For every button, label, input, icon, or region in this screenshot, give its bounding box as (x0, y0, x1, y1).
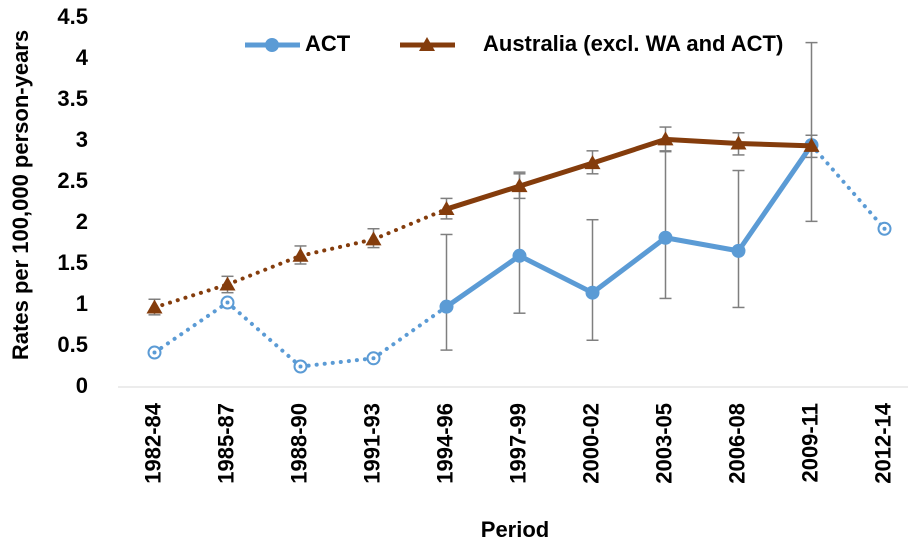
error-bar (732, 169, 745, 309)
line-segment (809, 143, 887, 231)
y-tick-label: 0 (76, 373, 88, 398)
x-tick-label: 2003-05 (651, 403, 676, 484)
legend-label: ACT (305, 31, 351, 56)
marker (365, 231, 382, 246)
line-segment (590, 136, 668, 166)
line-segment (444, 183, 522, 212)
line-segment (152, 300, 230, 355)
y-axis-label: Rates per 100,000 person-years (8, 30, 33, 360)
marker (219, 276, 236, 291)
x-tick-label: 2012-14 (870, 402, 895, 484)
x-tick-label: 2006-08 (724, 403, 749, 484)
x-tick-label: 1985-87 (213, 403, 238, 484)
marker (803, 137, 820, 152)
line-segment (225, 253, 303, 287)
line-segment (590, 235, 668, 296)
line-segment (371, 304, 449, 361)
y-tick-label: 0.5 (57, 332, 88, 357)
legend-marker (419, 37, 435, 51)
marker (439, 299, 454, 314)
line-segment (736, 140, 814, 149)
line-segment (152, 282, 230, 310)
marker-dot (371, 356, 376, 361)
marker (512, 248, 527, 263)
line-segment (517, 253, 595, 296)
line-segment (663, 136, 741, 146)
x-tick-label: 1994-96 (432, 403, 457, 484)
marker (146, 299, 163, 314)
line-segment (663, 235, 741, 254)
error-bar (659, 150, 672, 300)
y-tick-label: 1 (76, 291, 88, 316)
marker (657, 131, 674, 146)
x-tick-label: 1997-99 (505, 403, 530, 484)
marker-dot (882, 226, 887, 231)
marker (584, 155, 601, 170)
x-tick-label: 1988-90 (286, 403, 311, 484)
y-tick-label: 3.5 (57, 86, 88, 111)
marker (731, 243, 746, 258)
legend-marker (265, 38, 279, 52)
error-bar (805, 41, 818, 223)
marker (511, 178, 528, 193)
error-bar (440, 233, 453, 351)
line-segment (517, 160, 595, 189)
x-axis-label: Period (481, 517, 549, 542)
marker-dot (152, 350, 157, 355)
error-bar (586, 218, 599, 342)
marker-dot (298, 364, 303, 369)
marker (730, 135, 747, 150)
marker (292, 247, 309, 262)
line-segment (298, 237, 376, 258)
x-tick-label: 1991-93 (359, 403, 384, 484)
line-segment (298, 356, 376, 369)
x-tick-label: 2009-11 (797, 403, 822, 483)
marker (585, 285, 600, 300)
line-segment (225, 300, 303, 369)
y-tick-label: 2 (76, 209, 88, 234)
line-segment (444, 253, 522, 310)
y-tick-label: 3 (76, 127, 88, 152)
marker (438, 201, 455, 216)
marker-dot (225, 300, 230, 305)
marker (658, 230, 673, 245)
x-tick-label: 1982-84 (140, 402, 165, 484)
legend-label: Australia (excl. WA and ACT) (483, 31, 783, 56)
y-tick-label: 4 (76, 45, 89, 70)
x-tick-label: 2000-02 (578, 403, 603, 484)
y-tick-label: 2.5 (57, 168, 88, 193)
y-tick-label: 4.5 (57, 4, 88, 29)
y-tick-label: 1.5 (57, 250, 88, 275)
line-segment (371, 207, 449, 242)
line-segment (736, 142, 814, 254)
